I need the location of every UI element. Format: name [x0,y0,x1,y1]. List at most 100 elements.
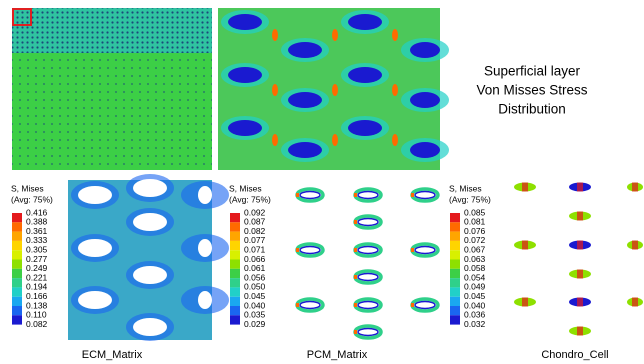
pcm-inner [414,245,436,255]
cell-hole [348,67,382,83]
panel-label: Chondro_Cell [541,349,608,361]
legend-value: 0.045 [464,291,486,301]
color-swatch [12,315,22,325]
color-swatch [230,306,240,316]
legend-value: 0.082 [244,226,266,236]
color-swatch [450,213,460,223]
color-swatch [450,259,460,269]
hot-spot [332,29,338,41]
cell-edge [577,240,583,250]
pcm-panel [295,187,440,340]
pcm-inner [299,245,321,255]
legend-value: 0.388 [26,217,48,227]
zoom-panel [218,8,449,170]
pcm-inner [357,217,379,227]
cell-panel [514,182,643,336]
hot-spot [272,84,278,96]
legend-value: 0.138 [26,300,48,310]
panel-label: PCM_Matrix [307,349,368,361]
matrix-hole [78,239,112,257]
legend-value: 0.040 [464,300,486,310]
pcm-inner [299,300,321,310]
color-swatch [230,268,240,279]
hot-spot [392,29,398,41]
pcm-hot [354,248,357,252]
legend-value: 0.032 [464,319,486,329]
title-line: Superficial layer [484,64,581,79]
legend-heading: S, Mises [229,183,262,193]
cell-edge [632,297,638,307]
legend-value: 0.077 [244,235,266,245]
pcm-inner [357,327,379,337]
legend-value: 0.416 [26,207,48,217]
legend-value: 0.067 [464,244,486,254]
legend-value: 0.085 [464,207,486,217]
cell-hole [228,120,262,136]
hot-spot [332,84,338,96]
cell-hole [228,67,262,83]
legend-value: 0.045 [244,291,266,301]
color-swatch [230,296,240,306]
hot-spot [392,134,398,146]
color-swatch [450,315,460,325]
ecm-panel [68,174,229,341]
color-swatch [450,268,460,279]
color-swatch [12,222,22,232]
matrix-hole [198,239,212,257]
cell-hole [410,92,440,108]
matrix-hole [198,186,212,204]
legend-value: 0.110 [26,310,47,320]
pcm-hot [411,248,414,252]
legend-avg: (Avg: 75%) [449,194,491,204]
cell-hole [288,142,322,158]
legend-value: 0.361 [26,226,48,236]
color-swatch [450,240,460,251]
color-swatch [12,287,22,297]
legend-value: 0.082 [26,319,48,329]
legend-value: 0.036 [464,310,486,320]
cell-hole [410,42,440,58]
pcm-inner [357,300,379,310]
cell-edge [577,182,583,192]
legend-avg: (Avg: 75%) [229,194,271,204]
color-swatch [450,278,460,288]
matrix-hole [133,318,167,336]
legend-value: 0.221 [26,272,48,282]
legend-value: 0.076 [464,226,486,236]
legend-heading: S, Mises [11,183,44,193]
pcm-inner [357,190,379,200]
cell-edge [632,182,638,192]
cell-hole [228,14,262,30]
pcm-hot [411,303,414,307]
legend-value: 0.054 [464,272,486,282]
legend-value: 0.050 [244,282,266,292]
legend-value: 0.058 [464,263,486,273]
color-swatch [230,278,240,288]
color-swatch [450,222,460,232]
pcm-hot [354,220,357,224]
cell-edge [522,182,528,192]
hot-spot [332,134,338,146]
hot-spot [392,84,398,96]
title-line: Von Misses Stress [476,83,587,98]
cell-hole [348,14,382,30]
color-swatch [230,315,240,325]
pcm-inner [414,300,436,310]
cell-edge [632,240,638,250]
cell-hole [288,42,322,58]
matrix-hole [198,291,212,309]
legend-value: 0.087 [244,217,266,227]
color-swatch [230,213,240,223]
pcm-hot [354,193,357,197]
color-swatch [12,259,22,269]
legend-value: 0.040 [244,300,266,310]
mesh-overview [12,8,212,170]
pcm-inner [357,245,379,255]
pcm-hot [354,303,357,307]
matrix-hole [133,213,167,231]
title-line: Distribution [498,102,566,117]
color-swatch [12,240,22,251]
cell-edge [577,211,583,221]
color-swatch [450,306,460,316]
color-swatch [450,250,460,260]
